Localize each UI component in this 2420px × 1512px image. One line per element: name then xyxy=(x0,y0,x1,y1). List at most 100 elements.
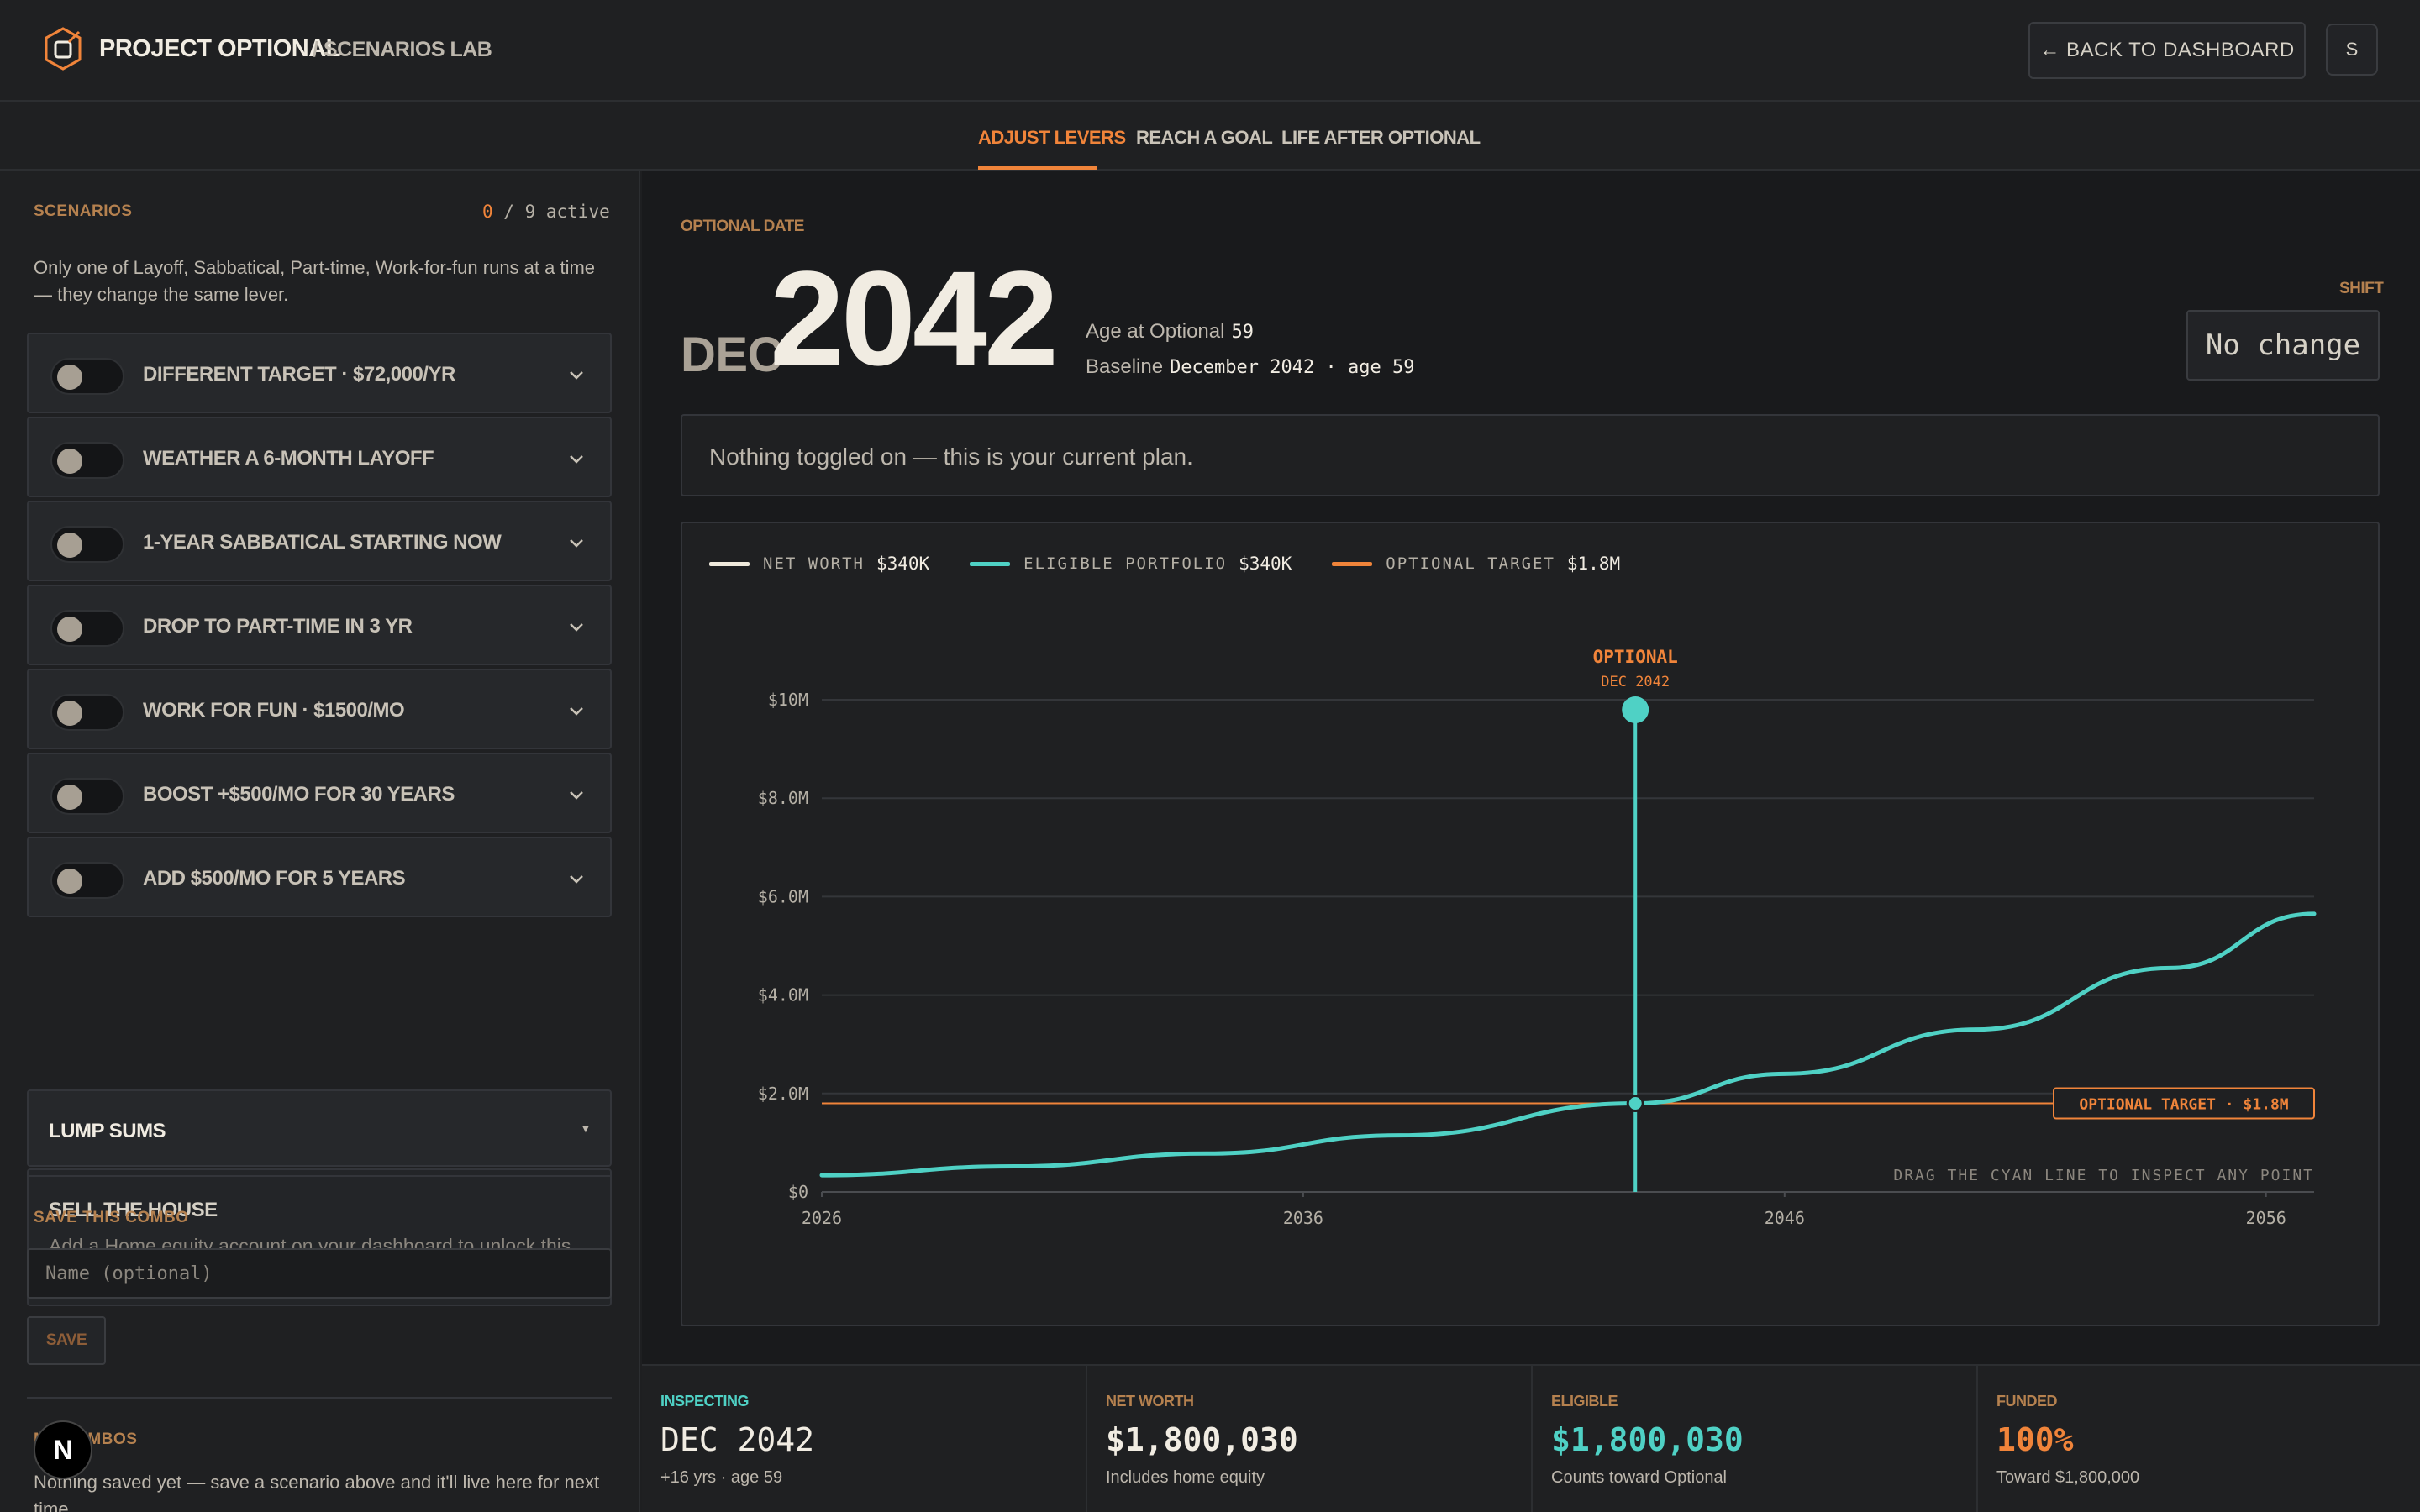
lever-label: WORK FOR FUN · $1500/MO xyxy=(143,699,405,722)
legend-name: OPTIONAL TARGET xyxy=(1386,554,1555,573)
legend-value: $1.8M xyxy=(1566,554,1621,574)
optional-target-label: OPTIONAL TARGET · $1.8M xyxy=(2079,1096,2288,1114)
lever-label: ADD $500/MO FOR 5 YEARS xyxy=(143,867,406,890)
toggle-knob xyxy=(57,449,82,474)
shift-value: No change xyxy=(2186,310,2380,381)
tab-adjust-levers[interactable]: ADJUST LEVERS xyxy=(978,127,1126,148)
stat-sub: Toward $1,800,000 xyxy=(1996,1468,2140,1487)
lever-row[interactable]: WORK FOR FUN · $1500/MO xyxy=(27,669,612,749)
save-combo-label: SAVE THIS COMBO xyxy=(34,1209,189,1226)
lever-row[interactable]: 1-YEAR SABBATICAL STARTING NOW xyxy=(27,501,612,581)
optional-date-label: OPTIONAL DATE xyxy=(681,218,804,235)
combo-name-input[interactable] xyxy=(27,1248,612,1299)
optional-marker-title: OPTIONAL xyxy=(1593,647,1678,667)
stat-sub: Counts toward Optional xyxy=(1551,1468,1728,1487)
lever-label: WEATHER A 6-MONTH LAYOFF xyxy=(143,447,434,470)
active-count-number: 0 xyxy=(482,202,493,222)
chart-hint: DRAG THE CYAN LINE TO INSPECT ANY POINT xyxy=(1893,1167,2314,1184)
toggle-knob xyxy=(57,365,82,390)
age-at-optional: Age at Optional 59 xyxy=(1086,320,1254,344)
projection-chart-card: NET WORTH $340K ELIGIBLE PORTFOLIO $340K… xyxy=(681,522,2380,1326)
optional-month: DEC xyxy=(681,328,782,382)
lever-toggle[interactable] xyxy=(50,526,124,563)
chevron-down-icon[interactable] xyxy=(568,870,585,887)
stat-inspecting: INSPECTING DEC 2042 +16 yrs · age 59 xyxy=(642,1366,1087,1512)
optional-year: 2042 xyxy=(770,243,1059,393)
legend-value: $340K xyxy=(1239,554,1292,574)
lever-toggle[interactable] xyxy=(50,610,124,647)
legend-value: $340K xyxy=(876,554,930,574)
main-panel: OPTIONAL DATE DEC 2042 Age at Optional 59… xyxy=(642,171,2420,1512)
lump-sums-label: LUMP SUMS xyxy=(49,1120,166,1142)
lever-row[interactable]: BOOST +$500/MO FOR 30 YEARS xyxy=(27,753,612,833)
brand-name: PROJECT OPTIONAL xyxy=(99,35,340,62)
lever-row[interactable]: WEATHER A 6-MONTH LAYOFF xyxy=(27,417,612,497)
inspect-stats-bar: INSPECTING DEC 2042 +16 yrs · age 59 NET… xyxy=(642,1364,2420,1512)
next-dev-badge[interactable]: N xyxy=(34,1420,92,1479)
y-tick-label: $4.0M xyxy=(758,985,808,1005)
lump-sums-header[interactable]: LUMP SUMS ▼ xyxy=(27,1089,612,1167)
lever-toggle[interactable] xyxy=(50,694,124,731)
project-logo-icon xyxy=(45,27,82,71)
lever-row[interactable]: ADD $500/MO FOR 5 YEARS xyxy=(27,837,612,917)
breadcrumb: / SCENARIOS LAB xyxy=(313,38,492,61)
age-label: Age at Optional xyxy=(1086,320,1225,343)
y-tick-label: $0 xyxy=(788,1182,808,1202)
combos-empty-note: Nothing saved yet — save a scenario abov… xyxy=(34,1472,600,1512)
stat-value: DEC 2042 xyxy=(660,1421,815,1458)
y-tick-label: $10M xyxy=(768,690,808,710)
active-tab-indicator xyxy=(978,166,1097,170)
projection-chart[interactable]: $0 $2.0M $4.0M $6.0M $8.0M $10M 2026 2036 2046 20… xyxy=(682,523,2381,1328)
x-tick-label: 2026 xyxy=(802,1208,842,1228)
plan-status-text: Nothing toggled on — this is your curren… xyxy=(709,444,1193,470)
shift-label: SHIFT xyxy=(2339,280,2384,297)
active-count: 0 / 9 active xyxy=(482,202,610,222)
lever-toggle[interactable] xyxy=(50,358,124,395)
stat-label: NET WORTH xyxy=(1106,1393,1194,1410)
optional-point-marker xyxy=(1626,1095,1644,1113)
scenarios-note: Only one of Layoff, Sabbatical, Part-tim… xyxy=(34,257,596,305)
y-tick-label: $8.0M xyxy=(758,788,808,808)
baseline-value: December 2042 · age 59 xyxy=(1170,357,1415,378)
stat-value: 100% xyxy=(1996,1421,2074,1458)
legend-swatch xyxy=(1332,561,1373,566)
legend-swatch xyxy=(709,561,750,566)
baseline: Baseline December 2042 · age 59 xyxy=(1086,355,1414,379)
lever-label: BOOST +$500/MO FOR 30 YEARS xyxy=(143,783,455,806)
lever-toggle[interactable] xyxy=(50,862,124,899)
lever-row[interactable]: DROP TO PART-TIME IN 3 YR xyxy=(27,585,612,665)
optional-marker-date: DEC 2042 xyxy=(1601,674,1670,690)
stat-value: $1,800,030 xyxy=(1551,1421,1744,1458)
stat-label: FUNDED xyxy=(1996,1393,2058,1410)
legend-name: ELIGIBLE PORTFOLIO xyxy=(1023,554,1228,573)
tab-reach-a-goal[interactable]: REACH A GOAL xyxy=(1136,127,1273,148)
chevron-down-icon[interactable] xyxy=(568,786,585,803)
sell-the-house-title: SELL THE HOUSE xyxy=(49,1199,218,1221)
y-tick-label: $2.0M xyxy=(758,1084,808,1104)
lever-toggle[interactable] xyxy=(50,778,124,815)
lever-row[interactable]: DIFFERENT TARGET · $72,000/YR xyxy=(27,333,612,413)
plan-status-box: Nothing toggled on — this is your curren… xyxy=(681,414,2380,496)
chart-legend: NET WORTH $340K ELIGIBLE PORTFOLIO $340K… xyxy=(709,554,1660,574)
tab-bar: ADJUST LEVERS REACH A GOAL LIFE AFTER OP… xyxy=(0,102,2420,171)
chevron-down-icon[interactable] xyxy=(568,534,585,551)
save-combo-button[interactable]: SAVE xyxy=(27,1316,106,1365)
chevron-down-icon[interactable] xyxy=(568,618,585,635)
x-tick-label: 2056 xyxy=(2246,1208,2286,1228)
lever-label: DROP TO PART-TIME IN 3 YR xyxy=(143,615,413,638)
lever-toggle[interactable] xyxy=(50,442,124,479)
baseline-label: Baseline xyxy=(1086,355,1164,378)
lever-label: 1-YEAR SABBATICAL STARTING NOW xyxy=(143,531,502,554)
age-value: 59 xyxy=(1231,322,1254,343)
stat-sub: Includes home equity xyxy=(1106,1468,1265,1487)
chevron-down-icon[interactable] xyxy=(568,450,585,467)
avatar[interactable]: S xyxy=(2326,24,2378,76)
stat-funded: FUNDED 100% Toward $1,800,000 xyxy=(1978,1366,2420,1512)
chevron-down-icon[interactable] xyxy=(568,366,585,383)
tab-life-after-optional[interactable]: LIFE AFTER OPTIONAL xyxy=(1281,127,1481,148)
toggle-knob xyxy=(57,701,82,726)
back-to-dashboard-button[interactable]: ← BACK TO DASHBOARD xyxy=(2028,22,2306,79)
chevron-down-icon[interactable] xyxy=(568,702,585,719)
stat-net-worth: NET WORTH $1,800,030 Includes home equit… xyxy=(1087,1366,1533,1512)
legend-item-eligible-portfolio: ELIGIBLE PORTFOLIO $340K xyxy=(970,554,1292,574)
